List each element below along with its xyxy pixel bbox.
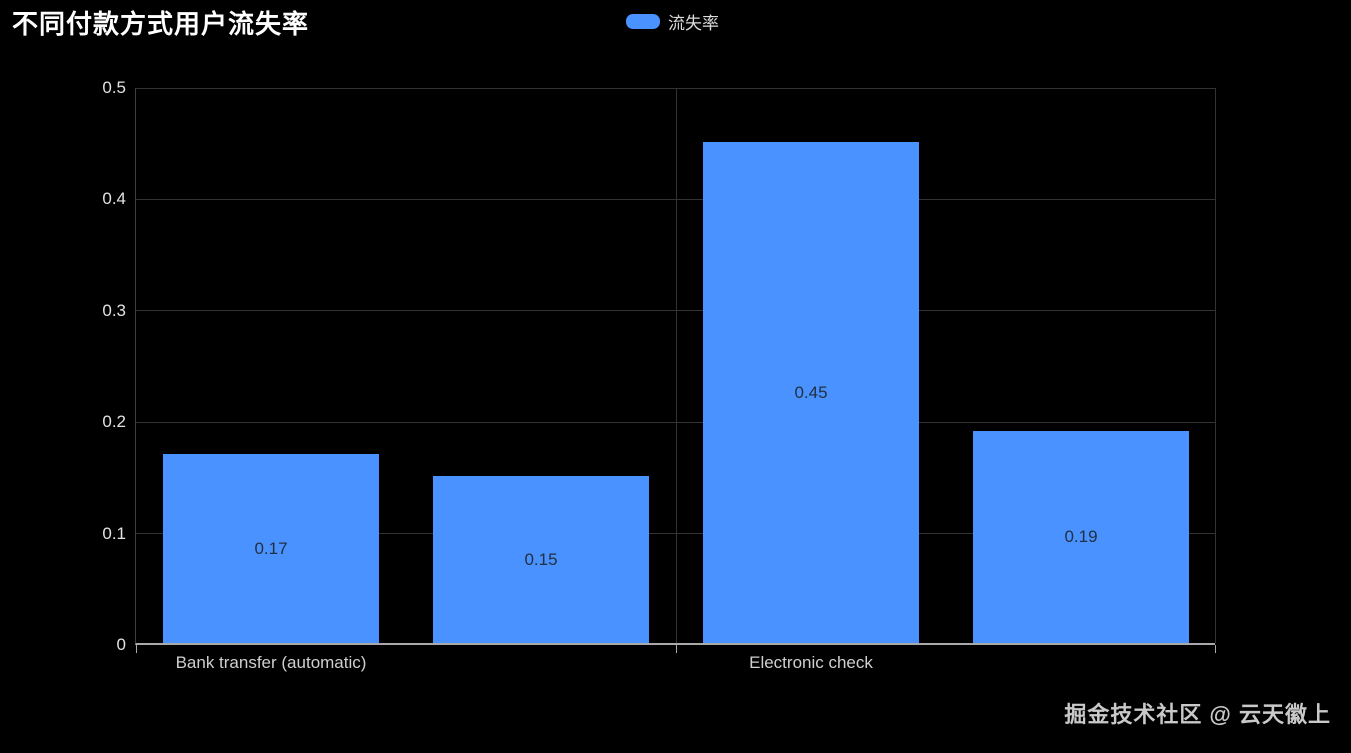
gridline-vertical xyxy=(1215,88,1216,643)
gridline-horizontal xyxy=(136,421,1215,423)
bar-value-label: 0.17 xyxy=(254,538,288,558)
y-axis-tick-label: 0.5 xyxy=(102,78,126,97)
x-axis-tick xyxy=(1215,645,1216,653)
y-axis-tick-label: 0.3 xyxy=(102,300,126,320)
bar-3[interactable]: 0.19 xyxy=(973,431,1189,643)
y-axis-tick-label: 0.1 xyxy=(102,523,126,543)
bar-2[interactable]: 0.45 xyxy=(703,142,919,643)
bar-value-label: 0.15 xyxy=(524,549,558,569)
bar-0[interactable]: 0.17 xyxy=(163,454,379,643)
y-axis-tick-label: 0 xyxy=(116,635,126,654)
x-axis-tick xyxy=(136,645,137,653)
y-axis-tick-label: 0.4 xyxy=(102,189,126,209)
plot-area: 0 0.1 0.2 0.3 0.4 0.5 0.17 0.15 0.45 0.19 Bank tra… xyxy=(102,78,1216,672)
bar-value-label: 0.45 xyxy=(794,382,828,402)
chart-title: 不同付款方式用户流失率 xyxy=(12,9,310,39)
y-axis-tick-label: 0.2 xyxy=(102,412,126,432)
gridline-horizontal xyxy=(136,310,1215,312)
gridline-horizontal xyxy=(136,87,1215,89)
gridline-vertical xyxy=(676,88,677,643)
legend-marker-icon xyxy=(626,14,660,29)
watermark: 掘金技术社区 @ 云天徽上 xyxy=(1064,702,1331,727)
bar-1[interactable]: 0.15 xyxy=(433,476,649,643)
x-axis-tick xyxy=(676,645,677,653)
bar-value-label: 0.19 xyxy=(1064,527,1098,546)
x-axis-category-label: Bank transfer (automatic) xyxy=(175,653,367,672)
legend-label: 流失率 xyxy=(668,14,719,33)
legend-item-churn-rate[interactable]: 流失率 xyxy=(626,9,719,34)
gridline-horizontal xyxy=(136,198,1215,200)
x-axis-category-label: Electronic check xyxy=(749,653,873,672)
gridline-horizontal xyxy=(136,533,1215,535)
